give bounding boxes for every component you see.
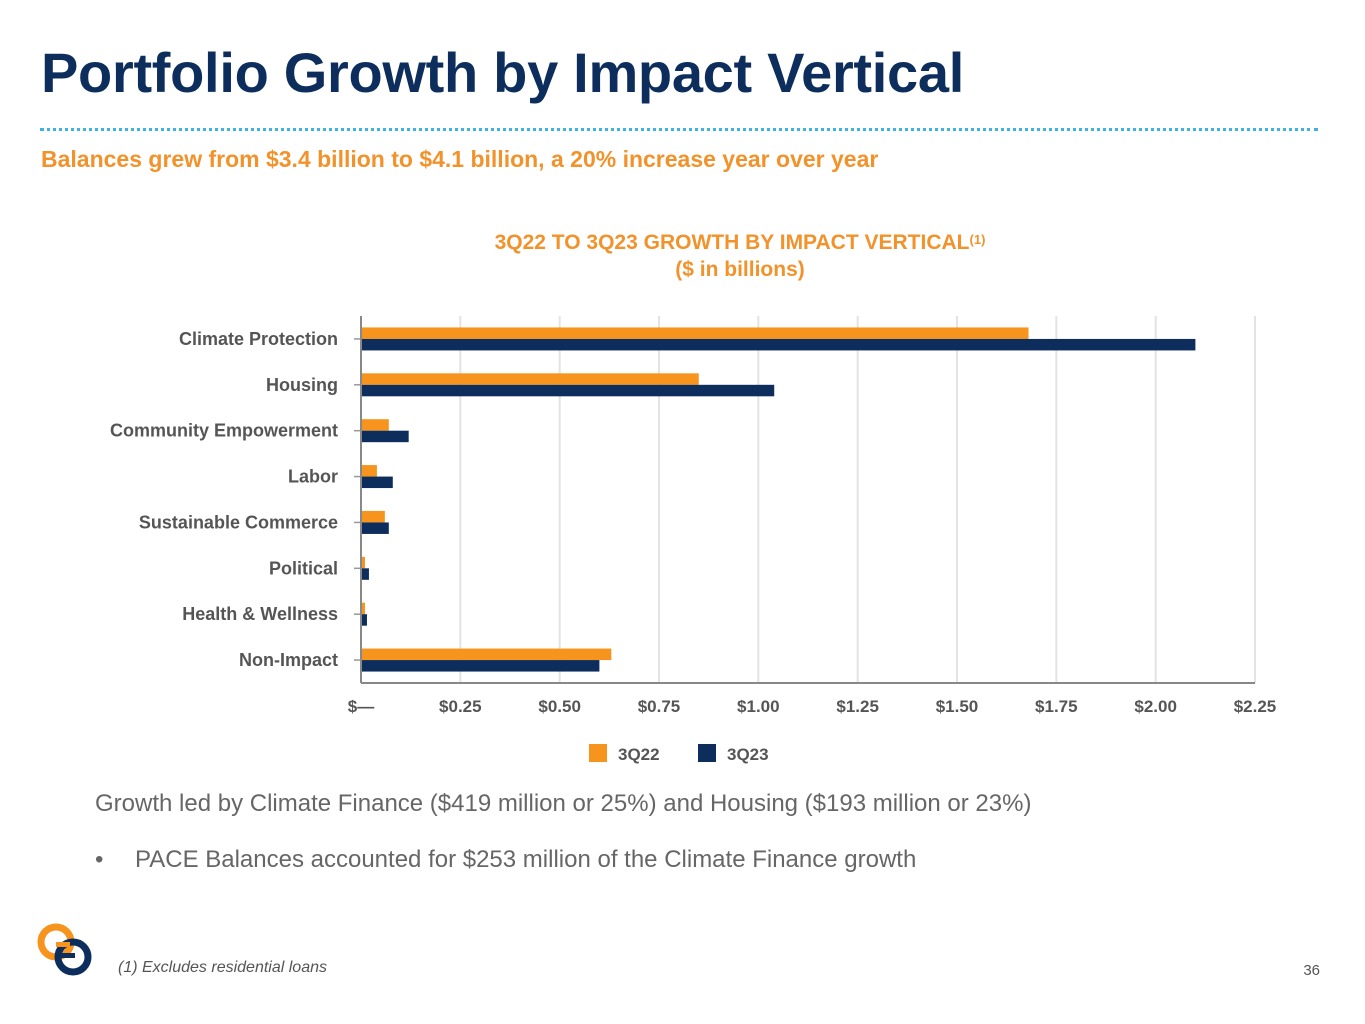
x-tick-label: $2.25: [1234, 697, 1277, 716]
bar-3q22: [361, 465, 377, 477]
category-label: Housing: [266, 375, 338, 395]
bar-3q23: [361, 430, 409, 443]
legend-label: 3Q22: [618, 745, 660, 764]
bar-3q23: [361, 614, 367, 626]
bar-3q22: [361, 327, 1029, 339]
x-tick-label: $0.50: [538, 697, 581, 716]
category-label: Political: [269, 558, 338, 578]
x-tick-label: $1.00: [737, 697, 780, 716]
page-subtitle: Balances grew from $3.4 billion to $4.1 …: [41, 146, 879, 172]
bar-chart: Climate Protection Housing Community Empow…: [110, 316, 1277, 764]
category-label: Non-Impact: [239, 650, 338, 670]
footnote: (1) Excludes residential loans: [118, 959, 327, 976]
x-tick-label: $—: [348, 697, 374, 716]
bar-3q22: [361, 648, 612, 661]
x-tick-label: $2.00: [1134, 697, 1177, 716]
chart-title: 3Q22 TO 3Q23 GROWTH BY IMPACT VERTICAL: [494, 231, 970, 254]
company-logo: [37, 923, 92, 976]
legend-label: 3Q23: [727, 745, 769, 764]
chart-title-block: 3Q22 TO 3Q23 GROWTH BY IMPACT VERTICAL(1…: [340, 229, 1140, 283]
bar-3q22: [361, 419, 389, 431]
title-divider: [40, 128, 1318, 131]
bar-3q23: [361, 568, 369, 580]
category-label: Labor: [288, 467, 338, 487]
bullet-marker: •: [95, 846, 104, 873]
category-label: Community Empowerment: [110, 421, 338, 441]
bar-3q23: [361, 522, 389, 534]
bar-3q23: [361, 476, 393, 489]
bullet-sub: PACE Balances accounted for $253 million…: [135, 846, 917, 873]
bullet-main: Growth led by Climate Finance ($419 mill…: [95, 790, 1032, 817]
x-tick-label: $1.25: [836, 697, 879, 716]
page-title: Portfolio Growth by Impact Vertical: [41, 41, 964, 104]
bar-3q23: [361, 660, 600, 672]
x-tick-label: $0.75: [638, 697, 681, 716]
category-label: Climate Protection: [179, 329, 338, 349]
x-tick-label: $1.50: [936, 697, 979, 716]
bar-3q23: [361, 338, 1196, 351]
category-label: Health & Wellness: [182, 604, 338, 624]
bar-3q22: [361, 510, 385, 523]
legend-swatch: [589, 744, 607, 762]
category-label: Sustainable Commerce: [139, 512, 338, 532]
bar-3q22: [361, 373, 699, 385]
bar-3q22: [361, 602, 365, 615]
x-tick-label: $0.25: [439, 697, 482, 716]
bar-3q22: [361, 556, 365, 569]
page-number: 36: [1303, 962, 1320, 979]
x-tick-label: $1.75: [1035, 697, 1078, 716]
chart-title-footnote-marker: (1): [969, 232, 986, 247]
chart-subtitle: ($ in billions): [675, 258, 805, 281]
bar-3q23: [361, 384, 775, 397]
legend-swatch: [698, 744, 716, 762]
